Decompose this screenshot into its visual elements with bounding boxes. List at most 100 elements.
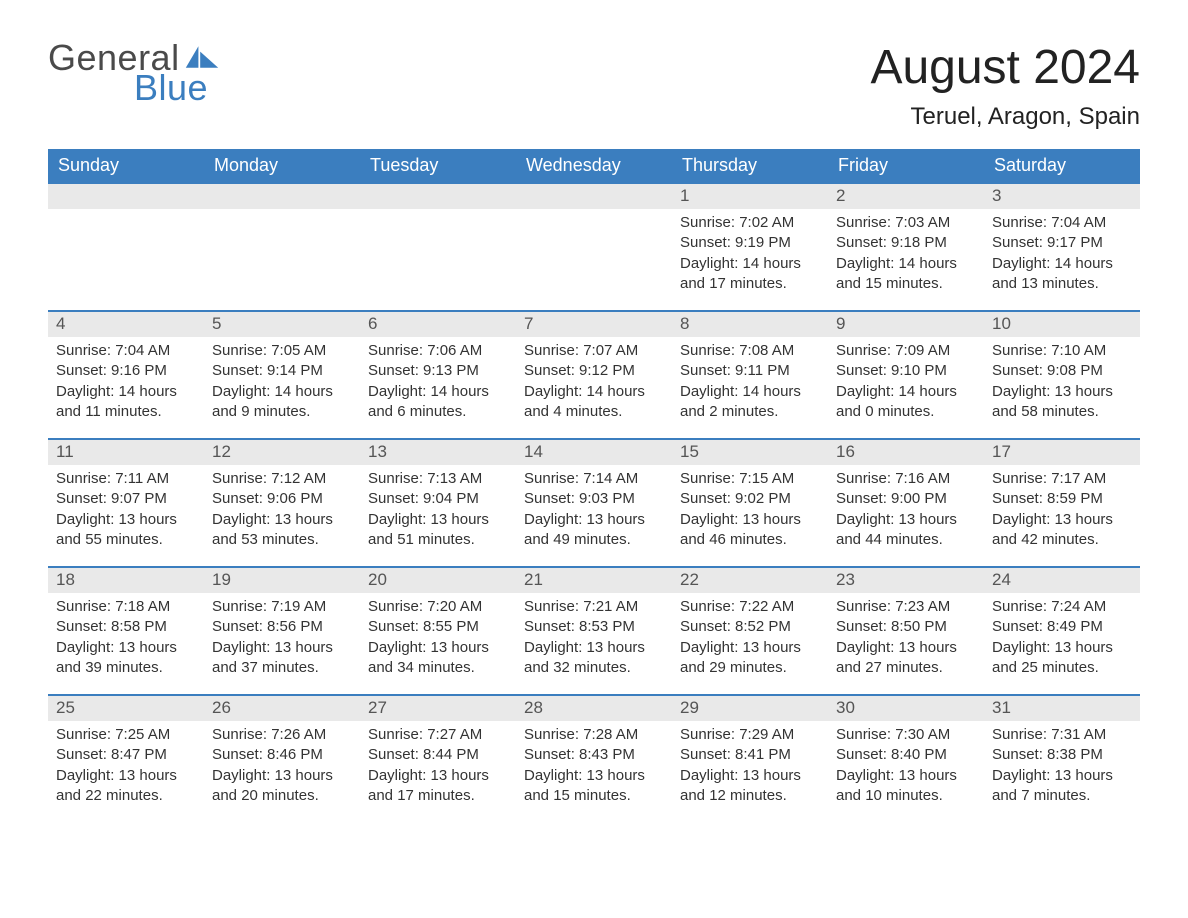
daylight-line: Daylight: 14 hours and 2 minutes. [680, 382, 820, 423]
sunset-line: Sunset: 8:43 PM [524, 745, 664, 765]
header: General Blue August 2024 Teruel, Aragon,… [48, 40, 1140, 131]
daylight-line: Daylight: 13 hours and 20 minutes. [212, 766, 352, 807]
day-details: Sunrise: 7:18 AMSunset: 8:58 PMDaylight:… [48, 593, 204, 684]
daylight-line: Daylight: 14 hours and 9 minutes. [212, 382, 352, 423]
sunset-line: Sunset: 8:46 PM [212, 745, 352, 765]
day-details: Sunrise: 7:15 AMSunset: 9:02 PMDaylight:… [672, 465, 828, 556]
day-details: Sunrise: 7:28 AMSunset: 8:43 PMDaylight:… [516, 721, 672, 812]
day-details: Sunrise: 7:11 AMSunset: 9:07 PMDaylight:… [48, 465, 204, 556]
sunrise-line: Sunrise: 7:19 AM [212, 597, 352, 617]
day-details: Sunrise: 7:03 AMSunset: 9:18 PMDaylight:… [828, 209, 984, 300]
day-of-week-header: Saturday [984, 149, 1140, 183]
sunset-line: Sunset: 8:52 PM [680, 617, 820, 637]
location-text: Teruel, Aragon, Spain [870, 103, 1140, 131]
day-details: Sunrise: 7:06 AMSunset: 9:13 PMDaylight:… [360, 337, 516, 428]
sunset-line: Sunset: 8:58 PM [56, 617, 196, 637]
empty-day-header [360, 184, 516, 209]
day-details: Sunrise: 7:08 AMSunset: 9:11 PMDaylight:… [672, 337, 828, 428]
sunrise-line: Sunrise: 7:14 AM [524, 469, 664, 489]
day-number: 3 [984, 184, 1140, 209]
calendar-empty-cell [360, 183, 516, 311]
sunrise-line: Sunrise: 7:18 AM [56, 597, 196, 617]
day-number: 13 [360, 440, 516, 465]
calendar-day-cell: 14Sunrise: 7:14 AMSunset: 9:03 PMDayligh… [516, 439, 672, 567]
sunrise-line: Sunrise: 7:12 AM [212, 469, 352, 489]
daylight-line: Daylight: 13 hours and 44 minutes. [836, 510, 976, 551]
sunrise-line: Sunrise: 7:27 AM [368, 725, 508, 745]
calendar-day-cell: 23Sunrise: 7:23 AMSunset: 8:50 PMDayligh… [828, 567, 984, 695]
day-details: Sunrise: 7:24 AMSunset: 8:49 PMDaylight:… [984, 593, 1140, 684]
day-of-week-header: Friday [828, 149, 984, 183]
sunset-line: Sunset: 8:41 PM [680, 745, 820, 765]
day-details: Sunrise: 7:30 AMSunset: 8:40 PMDaylight:… [828, 721, 984, 812]
daylight-line: Daylight: 13 hours and 51 minutes. [368, 510, 508, 551]
calendar-day-cell: 18Sunrise: 7:18 AMSunset: 8:58 PMDayligh… [48, 567, 204, 695]
daylight-line: Daylight: 13 hours and 32 minutes. [524, 638, 664, 679]
day-number: 17 [984, 440, 1140, 465]
day-details: Sunrise: 7:27 AMSunset: 8:44 PMDaylight:… [360, 721, 516, 812]
calendar-week-row: 1Sunrise: 7:02 AMSunset: 9:19 PMDaylight… [48, 183, 1140, 311]
calendar-day-cell: 27Sunrise: 7:27 AMSunset: 8:44 PMDayligh… [360, 695, 516, 823]
day-details: Sunrise: 7:22 AMSunset: 8:52 PMDaylight:… [672, 593, 828, 684]
daylight-line: Daylight: 14 hours and 17 minutes. [680, 254, 820, 295]
sunset-line: Sunset: 9:11 PM [680, 361, 820, 381]
sunset-line: Sunset: 9:17 PM [992, 233, 1132, 253]
daylight-line: Daylight: 13 hours and 17 minutes. [368, 766, 508, 807]
sunset-line: Sunset: 8:59 PM [992, 489, 1132, 509]
day-details: Sunrise: 7:07 AMSunset: 9:12 PMDaylight:… [516, 337, 672, 428]
sunrise-line: Sunrise: 7:20 AM [368, 597, 508, 617]
day-number: 7 [516, 312, 672, 337]
day-number: 14 [516, 440, 672, 465]
day-number: 4 [48, 312, 204, 337]
empty-day-header [516, 184, 672, 209]
day-number: 25 [48, 696, 204, 721]
day-number: 21 [516, 568, 672, 593]
daylight-line: Daylight: 14 hours and 4 minutes. [524, 382, 664, 423]
sunrise-line: Sunrise: 7:30 AM [836, 725, 976, 745]
sunset-line: Sunset: 8:47 PM [56, 745, 196, 765]
sunset-line: Sunset: 9:07 PM [56, 489, 196, 509]
day-number: 23 [828, 568, 984, 593]
calendar-week-row: 11Sunrise: 7:11 AMSunset: 9:07 PMDayligh… [48, 439, 1140, 567]
calendar-day-cell: 15Sunrise: 7:15 AMSunset: 9:02 PMDayligh… [672, 439, 828, 567]
sunrise-line: Sunrise: 7:31 AM [992, 725, 1132, 745]
sunrise-line: Sunrise: 7:25 AM [56, 725, 196, 745]
sunset-line: Sunset: 8:55 PM [368, 617, 508, 637]
day-details: Sunrise: 7:23 AMSunset: 8:50 PMDaylight:… [828, 593, 984, 684]
sunrise-line: Sunrise: 7:22 AM [680, 597, 820, 617]
daylight-line: Daylight: 14 hours and 0 minutes. [836, 382, 976, 423]
sunset-line: Sunset: 9:04 PM [368, 489, 508, 509]
daylight-line: Daylight: 13 hours and 12 minutes. [680, 766, 820, 807]
sunset-line: Sunset: 9:12 PM [524, 361, 664, 381]
sunrise-line: Sunrise: 7:04 AM [56, 341, 196, 361]
sunset-line: Sunset: 9:00 PM [836, 489, 976, 509]
calendar-day-cell: 13Sunrise: 7:13 AMSunset: 9:04 PMDayligh… [360, 439, 516, 567]
day-of-week-header: Tuesday [360, 149, 516, 183]
calendar-day-cell: 3Sunrise: 7:04 AMSunset: 9:17 PMDaylight… [984, 183, 1140, 311]
sunset-line: Sunset: 9:02 PM [680, 489, 820, 509]
day-of-week-header: Wednesday [516, 149, 672, 183]
calendar-day-cell: 31Sunrise: 7:31 AMSunset: 8:38 PMDayligh… [984, 695, 1140, 823]
day-details: Sunrise: 7:19 AMSunset: 8:56 PMDaylight:… [204, 593, 360, 684]
day-number: 30 [828, 696, 984, 721]
day-details: Sunrise: 7:10 AMSunset: 9:08 PMDaylight:… [984, 337, 1140, 428]
daylight-line: Daylight: 13 hours and 15 minutes. [524, 766, 664, 807]
sunset-line: Sunset: 9:19 PM [680, 233, 820, 253]
calendar-empty-cell [516, 183, 672, 311]
day-details: Sunrise: 7:04 AMSunset: 9:17 PMDaylight:… [984, 209, 1140, 300]
day-number: 18 [48, 568, 204, 593]
day-of-week-header: Sunday [48, 149, 204, 183]
calendar-day-cell: 17Sunrise: 7:17 AMSunset: 8:59 PMDayligh… [984, 439, 1140, 567]
calendar-day-cell: 21Sunrise: 7:21 AMSunset: 8:53 PMDayligh… [516, 567, 672, 695]
day-number: 10 [984, 312, 1140, 337]
sunset-line: Sunset: 8:44 PM [368, 745, 508, 765]
day-number: 11 [48, 440, 204, 465]
day-details: Sunrise: 7:25 AMSunset: 8:47 PMDaylight:… [48, 721, 204, 812]
calendar-week-row: 4Sunrise: 7:04 AMSunset: 9:16 PMDaylight… [48, 311, 1140, 439]
daylight-line: Daylight: 14 hours and 11 minutes. [56, 382, 196, 423]
daylight-line: Daylight: 13 hours and 55 minutes. [56, 510, 196, 551]
day-details: Sunrise: 7:20 AMSunset: 8:55 PMDaylight:… [360, 593, 516, 684]
empty-day-header [48, 184, 204, 209]
sunrise-line: Sunrise: 7:24 AM [992, 597, 1132, 617]
sunset-line: Sunset: 9:06 PM [212, 489, 352, 509]
